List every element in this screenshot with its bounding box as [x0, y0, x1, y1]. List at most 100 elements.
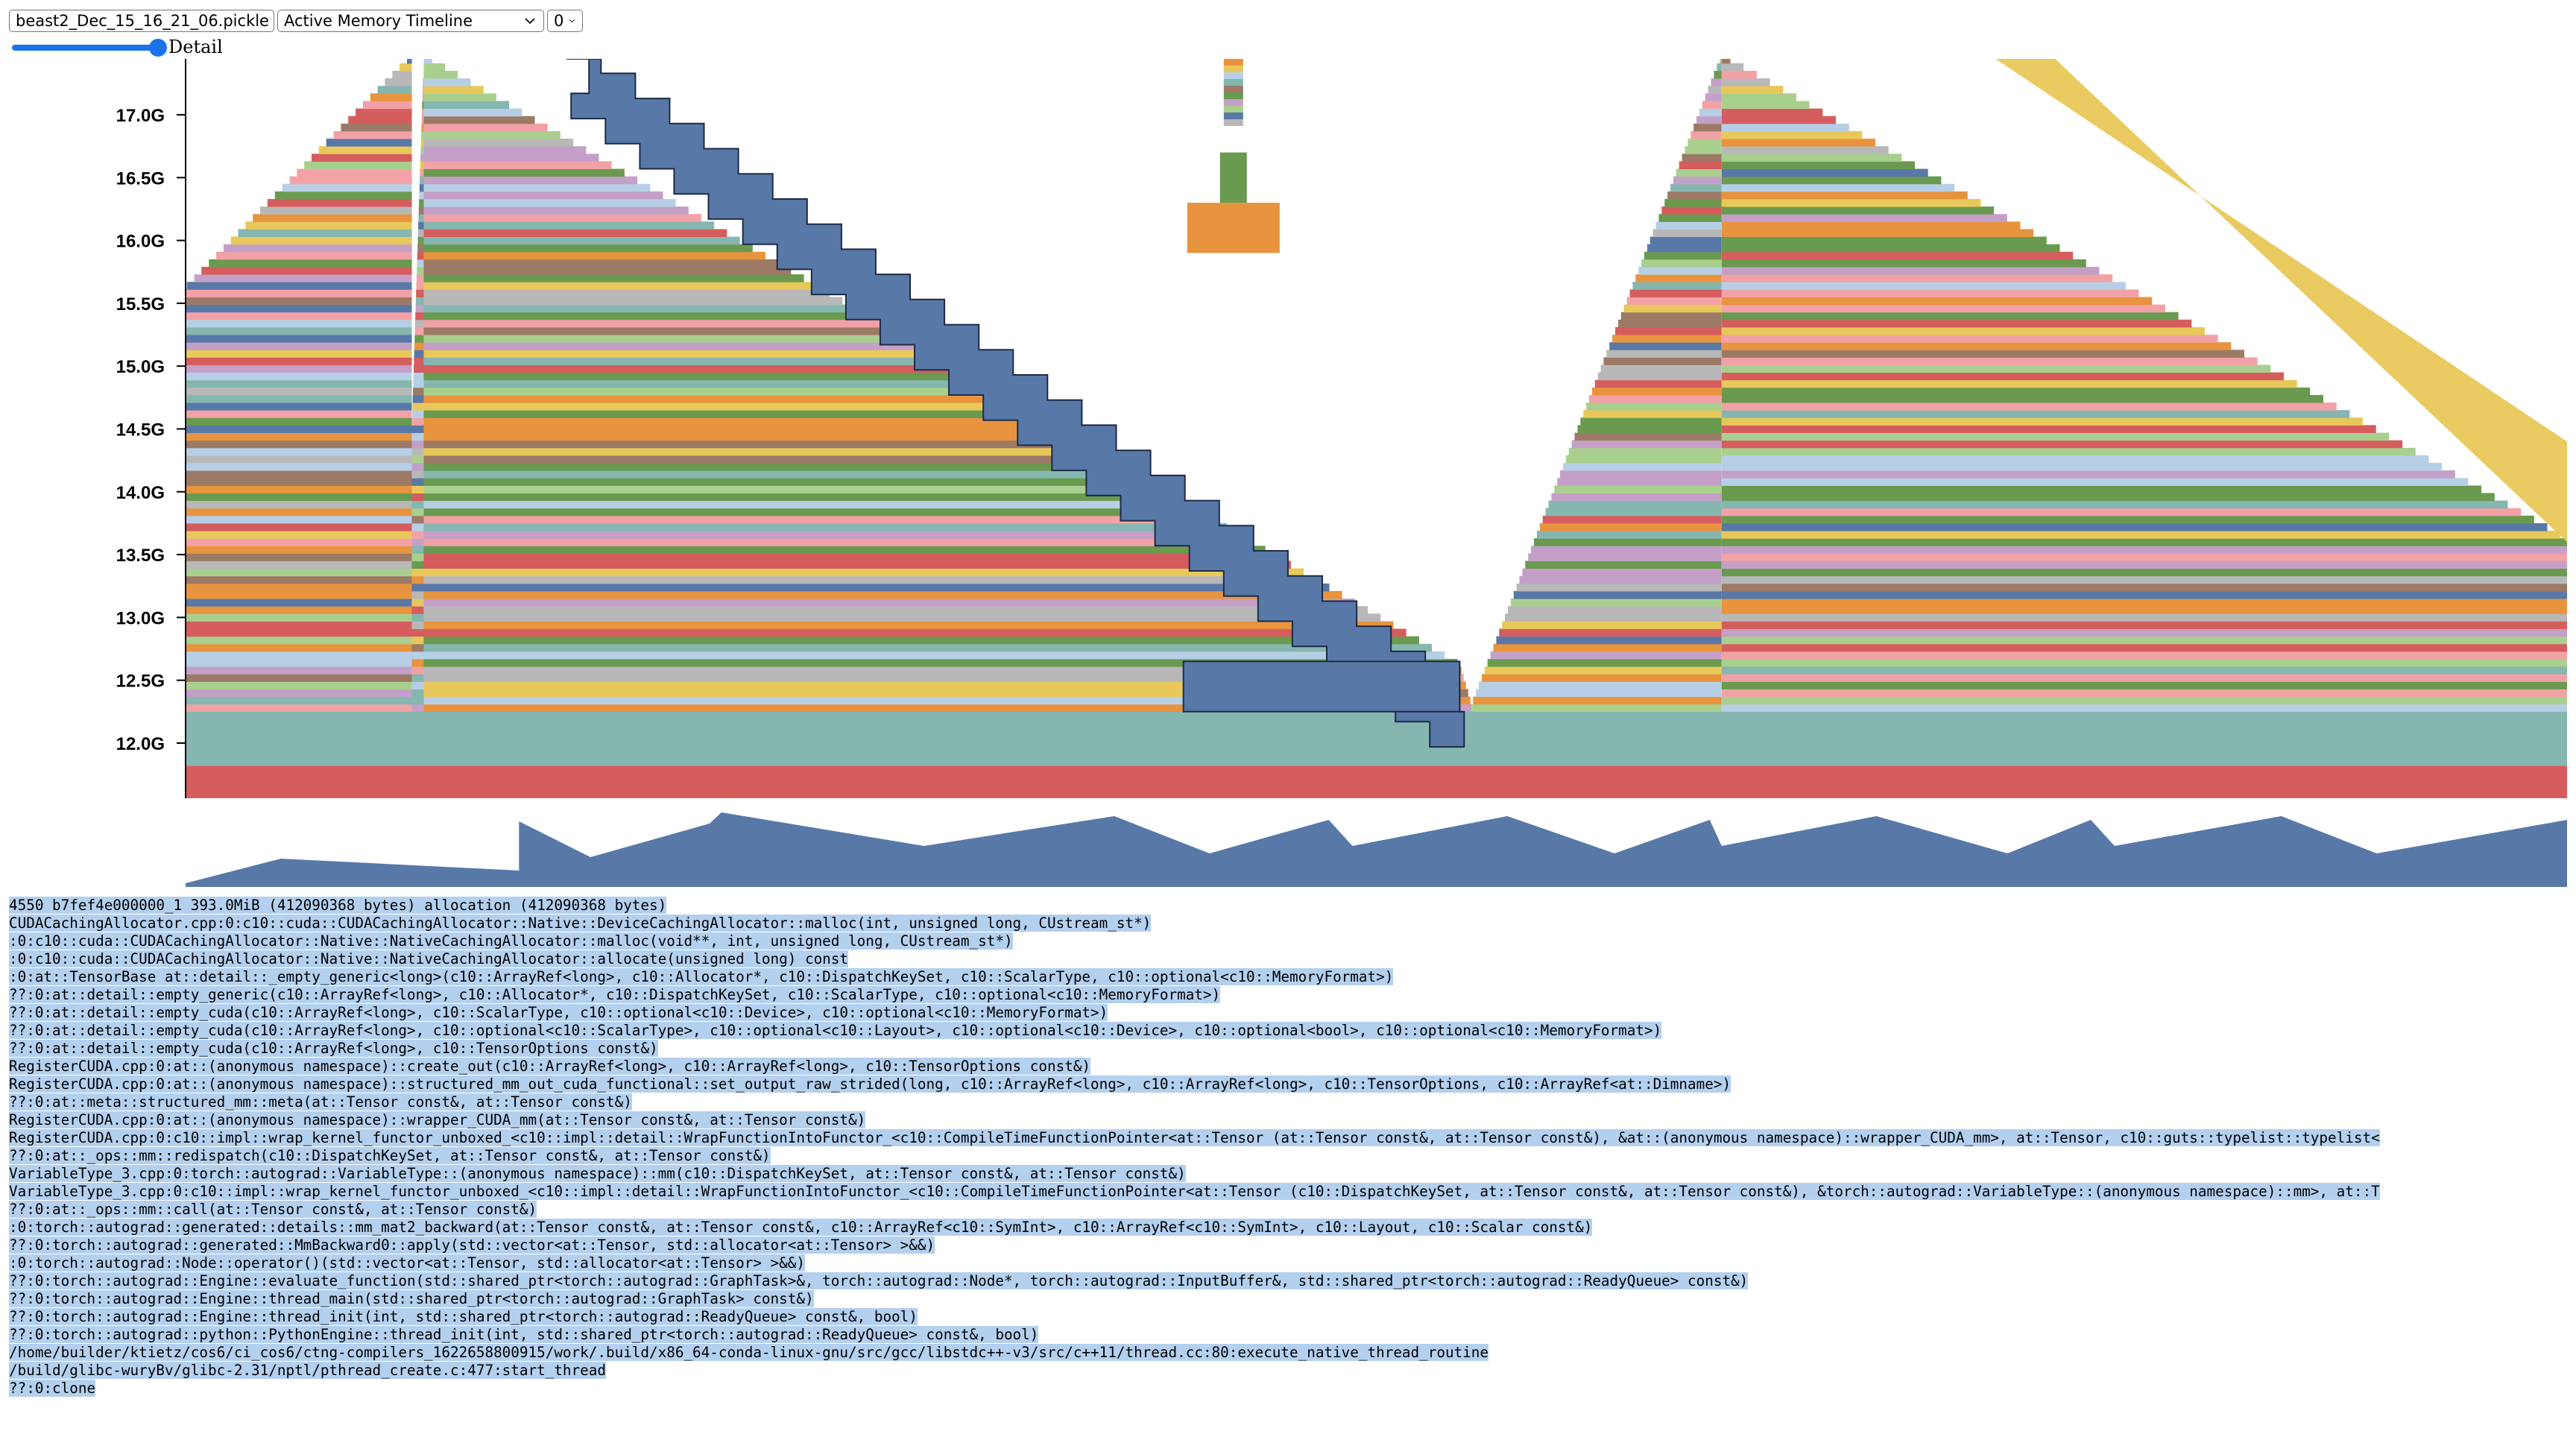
allocation-layer[interactable]: [341, 123, 412, 132]
allocation-layer[interactable]: [186, 447, 412, 456]
allocation-layer[interactable]: [186, 432, 412, 441]
allocation-layer[interactable]: [423, 372, 971, 381]
allocation-layer[interactable]: [1574, 432, 1722, 441]
allocation-layer[interactable]: [1490, 651, 1722, 660]
allocation-layer[interactable]: [1612, 335, 1722, 343]
allocation-layer[interactable]: [423, 326, 894, 335]
highlighted-allocation-bottom[interactable]: [1182, 660, 1461, 713]
allocation-layer[interactable]: [413, 372, 424, 381]
allocation-layer[interactable]: [1479, 681, 1722, 689]
allocation-layer[interactable]: [417, 267, 424, 275]
allocation-layer[interactable]: [1721, 583, 2567, 592]
allocation-layer[interactable]: [1721, 538, 2567, 546]
allocation-layer[interactable]: [423, 86, 424, 94]
allocation-layer[interactable]: [1721, 515, 2534, 524]
allocation-layer[interactable]: [423, 93, 496, 101]
allocation-layer[interactable]: [186, 538, 412, 546]
allocation-layer[interactable]: [416, 282, 424, 290]
allocation-layer[interactable]: [186, 387, 412, 396]
allocation-layer[interactable]: [362, 101, 412, 110]
allocation-layer[interactable]: [1721, 71, 1757, 79]
allocation-layer[interactable]: [420, 146, 424, 154]
allocation-layer[interactable]: [1548, 500, 1722, 509]
allocation-layer[interactable]: [1721, 236, 2047, 245]
allocation-layer[interactable]: [417, 244, 424, 253]
allocation-layer[interactable]: [223, 244, 412, 253]
allocation-layer[interactable]: [1493, 643, 1722, 652]
allocation-layer[interactable]: [1476, 689, 1722, 698]
allocation-layer[interactable]: [186, 636, 412, 645]
allocation-layer[interactable]: [1510, 598, 1722, 607]
allocation-layer[interactable]: [186, 289, 412, 297]
allocation-layer[interactable]: [423, 440, 1086, 449]
allocation-layer[interactable]: [186, 613, 412, 622]
allocation-layer[interactable]: [1459, 666, 1462, 675]
allocation-layer[interactable]: [1499, 628, 1722, 637]
allocation-layer[interactable]: [423, 689, 1460, 698]
allocation-layer[interactable]: [415, 297, 424, 306]
allocation-layer[interactable]: [186, 628, 412, 637]
allocation-layer[interactable]: [1528, 553, 1722, 561]
allocation-layer[interactable]: [411, 440, 424, 449]
allocation-layer[interactable]: [186, 546, 412, 554]
allocation-layer[interactable]: [318, 146, 412, 154]
allocation-layer[interactable]: [1487, 659, 1722, 667]
allocation-layer[interactable]: [1721, 493, 2495, 502]
allocation-layer[interactable]: [412, 402, 424, 411]
allocation-layer[interactable]: [1721, 244, 2060, 253]
overview-minimap[interactable]: [186, 812, 2567, 887]
allocation-layer[interactable]: [423, 704, 1460, 713]
allocation-layer[interactable]: [1685, 146, 1722, 154]
allocation-layer[interactable]: [1721, 130, 1863, 139]
allocation-layer[interactable]: [423, 613, 1381, 622]
allocation-layer[interactable]: [1721, 500, 2508, 509]
allocation-layer[interactable]: [377, 86, 412, 94]
allocation-layer[interactable]: [1721, 357, 2258, 365]
allocation-layer[interactable]: [186, 350, 412, 358]
allocation-layer[interactable]: [411, 613, 424, 622]
allocation-layer[interactable]: [326, 139, 412, 147]
allocation-layer[interactable]: [1459, 689, 1468, 698]
allocation-layer[interactable]: [1676, 168, 1722, 177]
allocation-layer[interactable]: [1617, 319, 1722, 328]
allocation-layer[interactable]: [411, 674, 424, 682]
allocation-layer[interactable]: [186, 379, 412, 388]
allocation-layer[interactable]: [420, 161, 424, 169]
allocation-layer[interactable]: [356, 108, 412, 117]
allocation-layer[interactable]: [423, 379, 984, 388]
allocation-layer[interactable]: [1721, 342, 2232, 350]
allocation-layer[interactable]: [1721, 575, 2567, 584]
allocation-layer[interactable]: [1721, 364, 2271, 373]
allocation-layer[interactable]: [297, 168, 412, 177]
allocation-layer[interactable]: [1721, 560, 2567, 569]
allocation-layer[interactable]: [1721, 259, 2086, 268]
allocation-layer[interactable]: [423, 342, 920, 350]
highlighted-allocation[interactable]: [566, 59, 1465, 748]
allocation-layer[interactable]: [423, 500, 1189, 509]
allocation-layer[interactable]: [304, 161, 412, 169]
allocation-layer[interactable]: [186, 402, 412, 411]
allocation-layer[interactable]: [1721, 312, 2179, 320]
allocation-layer[interactable]: [417, 236, 424, 245]
allocation-layer[interactable]: [1658, 214, 1722, 222]
allocation-layer[interactable]: [186, 651, 412, 660]
allocation-layer[interactable]: [1721, 666, 2567, 675]
allocation-layer[interactable]: [1721, 93, 1796, 101]
allocation-layer[interactable]: [422, 93, 424, 101]
allocation-layer[interactable]: [1721, 335, 2218, 343]
allocation-layer[interactable]: [1699, 108, 1722, 117]
allocation-layer[interactable]: [186, 606, 412, 614]
allocation-layer[interactable]: [420, 176, 424, 185]
allocation-layer[interactable]: [423, 123, 548, 132]
allocation-layer[interactable]: [1502, 621, 1722, 630]
allocation-layer[interactable]: [411, 628, 424, 637]
allocation-layer[interactable]: [186, 372, 412, 381]
allocation-layer[interactable]: [1721, 455, 2429, 464]
allocation-layer[interactable]: [411, 531, 424, 539]
allocation-layer[interactable]: [1721, 621, 2567, 630]
allocation-layer[interactable]: [411, 478, 424, 486]
allocation-layer[interactable]: [260, 206, 412, 215]
allocation-layer[interactable]: [1721, 417, 2363, 426]
allocation-layer[interactable]: [413, 387, 424, 396]
allocation-layer[interactable]: [253, 214, 412, 222]
